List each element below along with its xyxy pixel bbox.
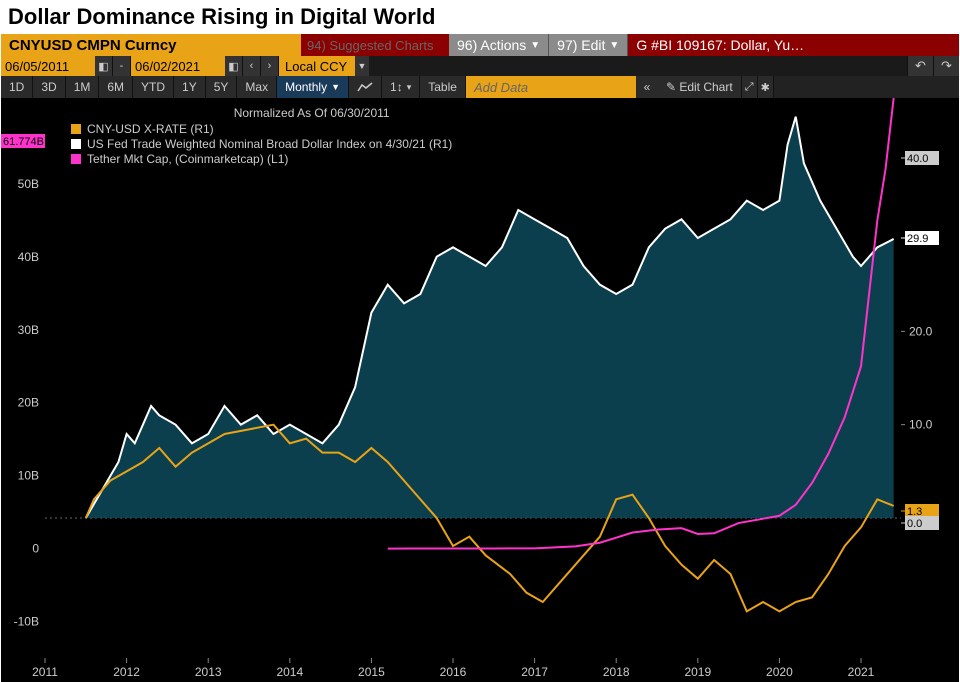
range-max[interactable]: Max [237,76,277,98]
svg-text:2019: 2019 [684,665,711,679]
page-title: Dollar Dominance Rising in Digital World [0,0,960,34]
legend-normalized-label: Normalized As Of 06/30/2011 [171,106,452,120]
svg-text:2015: 2015 [358,665,385,679]
edit-button[interactable]: 97) Edit▼ [549,34,628,56]
currency-caret-icon[interactable]: ▼ [355,56,369,76]
date-lock-icon-2[interactable]: ◧ [225,56,243,76]
svg-text:2021: 2021 [848,665,875,679]
date-to-field[interactable]: 06/02/2021 [131,56,225,76]
suggested-charts-button[interactable]: 94) Suggested Charts [301,34,449,56]
svg-text:10.0: 10.0 [909,418,933,432]
edit-chart-button[interactable]: ✎ Edit Chart [658,76,742,98]
svg-text:0: 0 [32,542,39,556]
legend-item-cny: CNY-USD X-RATE (R1) [71,122,452,136]
collapse-button[interactable]: « [636,76,658,98]
chart-area: 2011 2012 2013 2014 2015 2016 2017 2018 2019 2020… [1,98,959,682]
svg-text:30B: 30B [18,323,39,337]
svg-text:10B: 10B [18,469,39,483]
svg-text:2018: 2018 [603,665,630,679]
svg-text:40B: 40B [18,250,39,264]
svg-text:0.0: 0.0 [907,518,922,530]
chart-svg: 2011 2012 2013 2014 2015 2016 2017 2018 2019 2020… [1,98,957,682]
svg-text:2020: 2020 [766,665,793,679]
chart-legend: Normalized As Of 06/30/2011 CNY-USD X-RA… [71,106,452,167]
svg-text:2017: 2017 [521,665,548,679]
bloomberg-terminal: CNYUSD CMPN Curncy 94) Suggested Charts … [1,34,959,682]
zoom-button[interactable]: ⤢ [742,76,758,98]
svg-text:29.9: 29.9 [907,233,928,245]
date-prev-button[interactable]: ‹ [243,56,261,76]
svg-text:2014: 2014 [276,665,303,679]
svg-text:40.0: 40.0 [907,153,928,165]
svg-text:50B: 50B [18,177,39,191]
range-1m[interactable]: 1M [66,76,100,98]
svg-text:20B: 20B [18,396,39,410]
range-ytd[interactable]: YTD [133,76,174,98]
range-3d[interactable]: 3D [33,76,65,98]
svg-text:61.774B: 61.774B [3,136,44,148]
periods-button[interactable]: 1↕ ▾ [382,76,420,98]
chart-type-button[interactable] [349,76,382,98]
range-5y[interactable]: 5Y [206,76,238,98]
svg-text:-10B: -10B [14,615,39,629]
svg-text:2011: 2011 [32,665,58,679]
range-6m[interactable]: 6M [99,76,133,98]
toolbar-row-1: CNYUSD CMPN Curncy 94) Suggested Charts … [1,34,959,56]
redo-button[interactable]: ↷ [933,56,959,76]
toolbar-row-2: 06/05/2011 ◧ - 06/02/2021 ◧ ‹ › Local CC… [1,56,959,76]
svg-text:2016: 2016 [440,665,467,679]
svg-text:2012: 2012 [113,665,140,679]
date-lock-icon[interactable]: ◧ [95,56,113,76]
svg-text:2013: 2013 [195,665,222,679]
toolbar-row-3: 1D3D1M6MYTD1Y5YMaxMonthly ▼ 1↕ ▾TableAdd … [1,76,959,98]
date-from-field[interactable]: 06/05/2011 [1,56,95,76]
range-1y[interactable]: 1Y [174,76,206,98]
chart-id-header: G #BI 109167: Dollar, Yu… [628,34,959,56]
ticker-field[interactable]: CNYUSD CMPN Curncy [1,34,301,56]
settings-button[interactable]: ✱ [758,76,774,98]
frequency-select[interactable]: Monthly ▼ [277,76,349,98]
legend-item-dxy: US Fed Trade Weighted Nominal Broad Doll… [71,137,452,151]
legend-item-tether: Tether Mkt Cap, (Coinmarketcap) (L1) [71,152,452,166]
date-next-button[interactable]: › [261,56,279,76]
range-1d[interactable]: 1D [1,76,33,98]
actions-button[interactable]: 96) Actions▼ [449,34,549,56]
table-button[interactable]: Table [420,76,466,98]
currency-select[interactable]: Local CCY [279,56,355,76]
add-data-field[interactable]: Add Data [466,76,636,98]
svg-text:20.0: 20.0 [909,324,933,338]
undo-button[interactable]: ↶ [907,56,933,76]
date-sep: - [113,56,131,76]
